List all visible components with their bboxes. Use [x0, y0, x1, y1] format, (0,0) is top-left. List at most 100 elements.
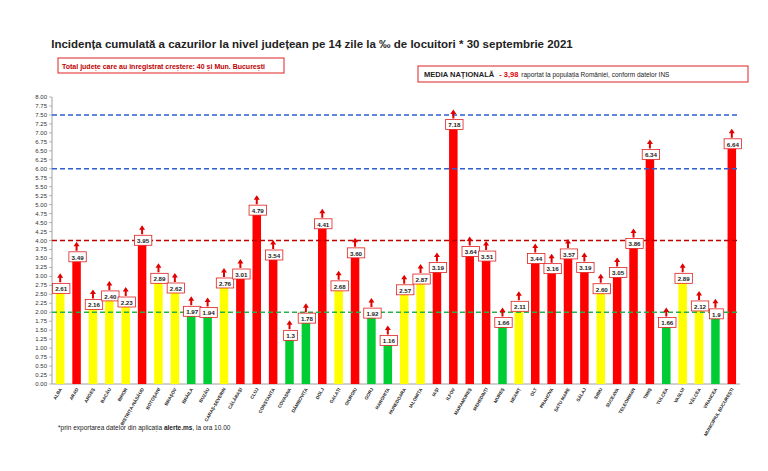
y-tick	[49, 97, 52, 98]
data-label-box	[151, 273, 168, 283]
increase-arrow	[368, 298, 374, 307]
bar	[629, 246, 638, 384]
x-tick-label: BRĂILA	[180, 386, 194, 405]
y-tick	[49, 132, 52, 133]
bar	[465, 253, 474, 384]
x-tick-label: MEHEDINȚI	[472, 387, 489, 411]
y-tick	[49, 312, 52, 313]
data-label-box	[249, 205, 266, 215]
data-label: 6.64	[727, 141, 740, 148]
y-tick	[49, 150, 52, 151]
data-label-box	[364, 308, 381, 318]
data-label: 4.41	[317, 221, 330, 228]
y-tick-label: 1.25	[35, 336, 47, 342]
bar	[285, 337, 294, 384]
data-label: 2.89	[678, 275, 691, 282]
increase-arrow	[647, 140, 653, 149]
x-tick-label: ARAD	[68, 386, 79, 401]
increase-arrow	[74, 242, 80, 251]
y-tick	[49, 141, 52, 142]
y-tick-label: 3.50	[35, 255, 47, 261]
data-label-box	[659, 317, 676, 327]
x-tick-label: HARGHITA	[374, 386, 391, 410]
data-label: 2.62	[170, 285, 183, 292]
x-tick-label: VASLUI	[673, 387, 686, 404]
bar	[187, 313, 196, 384]
annotation: Total județe care au înregistrat creșter…	[62, 63, 265, 71]
annotation-box	[418, 66, 748, 82]
y-tick	[49, 159, 52, 160]
y-tick	[49, 366, 52, 367]
increase-arrow	[139, 225, 145, 234]
y-tick-label: 2.75	[35, 282, 47, 288]
x-tick-label: BOTOȘANI	[145, 387, 162, 411]
bar	[89, 307, 98, 384]
bar	[416, 281, 425, 384]
x-tick-label: ILFOV	[445, 386, 457, 401]
data-label: 2.87	[416, 276, 429, 283]
y-tick	[49, 168, 52, 169]
data-label-box	[560, 249, 577, 259]
footnote-part: *prin exportarea datelor din aplicația	[58, 424, 164, 432]
y-tick	[49, 375, 52, 376]
increase-arrow	[155, 263, 161, 272]
data-label-box	[167, 283, 184, 293]
data-label: 2.60	[596, 286, 609, 293]
x-tick-label: BIHOR	[117, 386, 129, 402]
increase-arrow	[696, 291, 702, 300]
x-tick-label: OLT	[529, 387, 538, 397]
bar	[56, 290, 65, 384]
x-tick-label: MARAMUREȘ	[453, 387, 473, 416]
y-tick	[49, 339, 52, 340]
data-label-box	[200, 307, 217, 317]
bar	[121, 304, 130, 384]
x-tick-label: CĂLĂRAȘI	[226, 387, 244, 411]
x-tick-label: VRANCEA	[703, 386, 719, 409]
bar	[498, 324, 507, 384]
data-label-box	[265, 250, 282, 260]
annotation-part: MEDIA NAȚIONALĂ	[424, 70, 495, 79]
bar	[269, 257, 278, 384]
data-label-box	[233, 269, 250, 279]
data-label-box	[528, 254, 545, 264]
x-tick-label: MUNICIPIUL BUCUREȘTI	[703, 387, 736, 437]
data-label-box	[69, 252, 86, 262]
y-tick	[49, 114, 52, 115]
x-tick-label: HUNEDOARA	[388, 386, 408, 415]
increase-arrow	[663, 307, 669, 316]
y-tick-label: 2.00	[35, 309, 47, 315]
data-label: 2.16	[88, 301, 101, 308]
y-tick-label: 3.75	[35, 246, 47, 252]
increase-arrow	[237, 259, 243, 268]
bar	[72, 259, 81, 384]
increase-arrow	[516, 291, 522, 300]
data-label: 3.16	[547, 265, 560, 272]
x-tick-label: GIURGIU	[344, 386, 358, 406]
y-tick-label: 5.25	[35, 193, 47, 199]
bar	[449, 126, 458, 384]
increase-arrow	[631, 229, 637, 238]
x-tick-label: MUREȘ	[493, 387, 506, 404]
y-tick-label: 4.50	[35, 220, 47, 226]
data-label: 3.86	[629, 240, 642, 247]
y-tick	[49, 330, 52, 331]
data-label-box	[347, 248, 364, 258]
increase-arrow	[450, 109, 456, 118]
data-label-box	[52, 283, 69, 293]
data-label-box	[478, 251, 495, 261]
increase-arrow	[614, 258, 620, 267]
x-tick-label: TELEORMAN	[618, 386, 637, 414]
data-label-box	[609, 268, 626, 278]
y-tick-label: 7.25	[35, 121, 47, 127]
data-label: 1.94	[203, 309, 216, 316]
data-label-box	[85, 300, 102, 310]
data-label-box	[315, 219, 332, 229]
x-tick-label: BRAȘOV	[164, 386, 179, 407]
x-tick-label: SATU MARE	[553, 387, 571, 413]
increase-arrow	[106, 281, 112, 290]
data-label: 3.05	[612, 269, 625, 276]
y-tick	[49, 348, 52, 349]
bar	[531, 261, 540, 384]
y-tick	[49, 213, 52, 214]
y-tick	[49, 204, 52, 205]
